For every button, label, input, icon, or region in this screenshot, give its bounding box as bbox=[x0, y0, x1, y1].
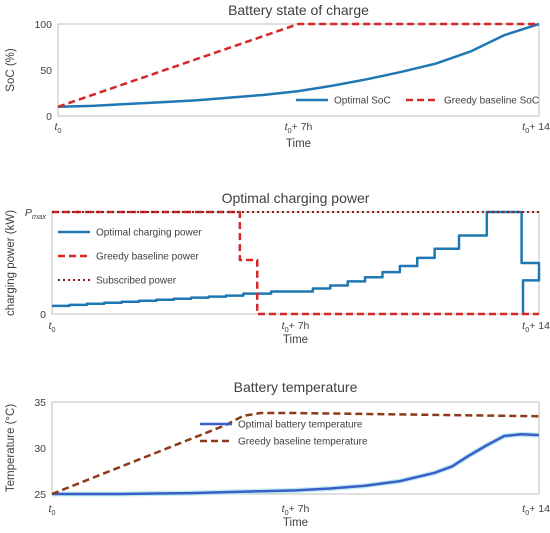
y-tick-label: Pmax bbox=[25, 207, 46, 221]
chart-1: Battery state of charge Time SoC (%) 0 50 100… bbox=[5, 2, 550, 150]
series-line-1 bbox=[52, 210, 541, 314]
y-tick-label: 0 bbox=[46, 111, 52, 123]
legend-label: Optimal battery temperature bbox=[238, 420, 363, 431]
x-tick-main: t bbox=[54, 121, 58, 133]
x-tick-suffix: + 7h bbox=[289, 320, 310, 332]
legend-label: Subscribed power bbox=[96, 276, 177, 287]
x-tick-suffix: + 14h bbox=[529, 320, 550, 332]
x-tick-label: t0+ 7h bbox=[285, 121, 313, 135]
x-tick-sub: 0 bbox=[51, 325, 55, 334]
x-tick-sub: 0 bbox=[288, 126, 292, 135]
chart-title: Battery state of charge bbox=[228, 2, 369, 18]
chart-2: Optimal charging power Time charging power… bbox=[5, 190, 550, 346]
x-tick-sub: 0 bbox=[525, 126, 529, 135]
x-tick-main: t bbox=[522, 121, 526, 133]
x-tick-label: t0+ 14h bbox=[522, 320, 550, 334]
y-axis-label: Temperature (°C) bbox=[5, 404, 17, 492]
x-axis-label: Time bbox=[286, 138, 311, 150]
x-tick-sub: 0 bbox=[285, 508, 289, 517]
x-tick-sub: 0 bbox=[51, 508, 55, 517]
chart-title: Battery temperature bbox=[234, 379, 358, 395]
x-tick-label: t0+ 7h bbox=[282, 320, 310, 334]
series-line-1 bbox=[57, 22, 540, 109]
x-tick-label: t0+ 14h bbox=[522, 121, 550, 135]
x-tick-label: t0 bbox=[48, 503, 55, 517]
legend-label: Greedy baseline temperature bbox=[238, 437, 368, 448]
x-tick-main: t bbox=[285, 121, 289, 133]
x-tick-sub: 0 bbox=[285, 325, 289, 334]
x-tick-main: t bbox=[282, 320, 286, 332]
x-tick-label: t0+ 7h bbox=[282, 503, 310, 517]
y-tick-label: 35 bbox=[34, 397, 46, 409]
legend-label: Optimal SoC bbox=[334, 96, 391, 107]
x-tick-suffix: + 14h bbox=[529, 503, 550, 515]
series-line-2 bbox=[57, 22, 539, 108]
y-tick-sub: max bbox=[32, 212, 46, 221]
x-tick-sub: 0 bbox=[525, 325, 529, 334]
x-tick-main: t bbox=[282, 503, 286, 515]
y-axis-label: SoC (%) bbox=[5, 48, 17, 92]
x-tick-suffix: + 14h bbox=[529, 121, 550, 133]
x-tick-main: t bbox=[522, 320, 526, 332]
plot-area bbox=[51, 401, 540, 495]
legend-label: Greedy baseline power bbox=[96, 252, 200, 263]
x-tick-suffix: + 7h bbox=[292, 121, 313, 133]
y-tick-label: 50 bbox=[40, 65, 52, 77]
x-tick-suffix: + 7h bbox=[289, 503, 310, 515]
x-tick-label: t0 bbox=[54, 121, 61, 135]
x-axis-label: Time bbox=[283, 517, 308, 529]
x-tick-label: t0 bbox=[48, 320, 55, 334]
y-tick-label: 0 bbox=[40, 309, 46, 321]
x-tick-sub: 0 bbox=[57, 126, 61, 135]
y-tick-label: 30 bbox=[34, 443, 46, 455]
y-tick-main: P bbox=[25, 207, 32, 219]
series-line-2 bbox=[51, 411, 540, 496]
y-axis-label: charging power (kW) bbox=[5, 210, 17, 316]
series-line-1 bbox=[52, 432, 540, 496]
legend-label: Greedy baseline SoC bbox=[444, 96, 539, 107]
legend-label: Optimal charging power bbox=[96, 228, 202, 239]
y-tick-label: 100 bbox=[34, 19, 52, 31]
x-tick-label: t0+ 14h bbox=[522, 503, 550, 517]
chart-3: Battery temperature Time Temperature (°C) 2… bbox=[5, 379, 550, 529]
chart-title: Optimal charging power bbox=[222, 190, 370, 206]
x-axis-label: Time bbox=[283, 334, 308, 346]
x-tick-sub: 0 bbox=[525, 508, 529, 517]
y-tick-label: 25 bbox=[34, 489, 46, 501]
x-tick-main: t bbox=[48, 320, 52, 332]
x-tick-main: t bbox=[48, 503, 52, 515]
x-tick-main: t bbox=[522, 503, 526, 515]
